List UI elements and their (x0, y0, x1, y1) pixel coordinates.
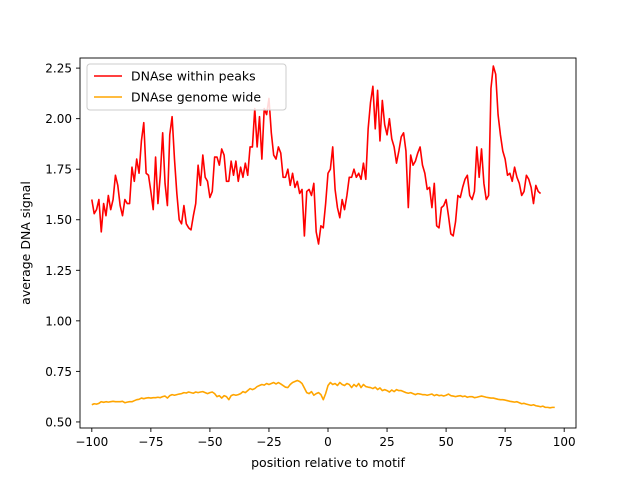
x-tick-label: 50 (438, 435, 453, 449)
y-tick-label: 0.50 (45, 415, 72, 429)
y-axis-label: average DNA signal (18, 181, 33, 305)
y-tick-label: 1.75 (45, 163, 72, 177)
x-tick-label: −75 (138, 435, 163, 449)
x-tick-label: 25 (379, 435, 394, 449)
x-tick-label: −50 (197, 435, 222, 449)
legend-label-genome-wide: DNAse genome wide (131, 90, 261, 105)
series-layer (91, 65, 555, 409)
y-tick-label: 0.75 (45, 365, 72, 379)
plot-area-frame (79, 57, 577, 429)
legend: DNAse within peaks DNAse genome wide (86, 63, 287, 111)
y-axis-ticks: 0.50 0.75 1.00 1.25 1.50 1.75 2.00 2.25 (45, 62, 80, 429)
x-tick-label: 0 (324, 435, 332, 449)
legend-box (86, 63, 287, 111)
y-tick-label: 1.50 (45, 213, 72, 227)
x-axis-label: position relative to motif (251, 455, 405, 470)
x-tick-label: 75 (498, 435, 513, 449)
y-tick-label: 1.25 (45, 264, 72, 278)
x-tick-label: −100 (75, 435, 108, 449)
x-tick-label: 100 (553, 435, 576, 449)
y-tick-label: 2.00 (45, 112, 72, 126)
y-tick-label: 1.00 (45, 314, 72, 328)
x-tick-label: −25 (256, 435, 281, 449)
series-line-0 (91, 65, 542, 245)
series-line-1 (91, 379, 555, 409)
x-axis-ticks: −100 −75 −50 −25 0 25 50 75 100 (75, 428, 576, 449)
y-tick-label: 2.25 (45, 62, 72, 76)
legend-label-within-peaks: DNAse within peaks (131, 69, 256, 84)
